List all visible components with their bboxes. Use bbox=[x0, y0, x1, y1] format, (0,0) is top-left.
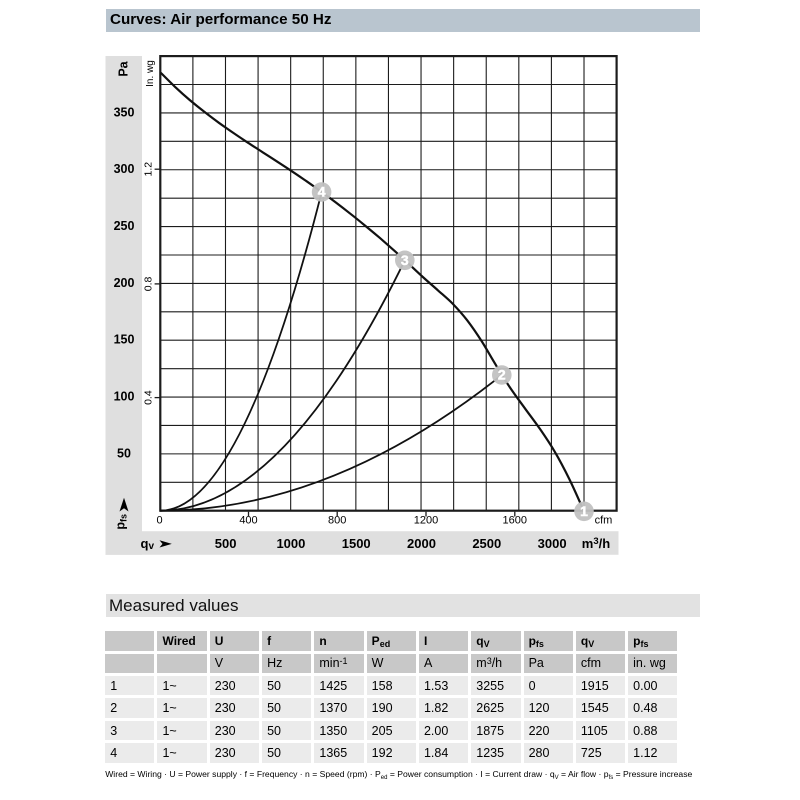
svg-text:150: 150 bbox=[114, 333, 135, 347]
svg-text:1200: 1200 bbox=[414, 514, 438, 526]
svg-text:500: 500 bbox=[215, 536, 237, 551]
svg-text:1500: 1500 bbox=[342, 536, 371, 551]
svg-text:2000: 2000 bbox=[407, 536, 436, 551]
svg-text:3000: 3000 bbox=[538, 536, 567, 551]
svg-text:0.8: 0.8 bbox=[143, 276, 155, 291]
svg-text:1: 1 bbox=[580, 503, 588, 519]
svg-text:350: 350 bbox=[114, 105, 135, 119]
svg-text:1.2: 1.2 bbox=[143, 162, 155, 177]
svg-text:400: 400 bbox=[239, 514, 257, 526]
svg-text:0.4: 0.4 bbox=[143, 390, 155, 405]
svg-text:800: 800 bbox=[328, 514, 346, 526]
svg-text:4: 4 bbox=[318, 184, 326, 200]
svg-text:50: 50 bbox=[117, 446, 131, 460]
svg-text:m3/h: m3/h bbox=[582, 536, 610, 551]
svg-text:3: 3 bbox=[401, 252, 409, 268]
svg-text:300: 300 bbox=[114, 162, 135, 176]
svg-text:1600: 1600 bbox=[503, 514, 527, 526]
svg-text:2500: 2500 bbox=[472, 536, 501, 551]
svg-text:100: 100 bbox=[114, 390, 135, 404]
svg-text:1000: 1000 bbox=[276, 536, 305, 551]
svg-text:200: 200 bbox=[114, 276, 135, 290]
svg-text:250: 250 bbox=[114, 219, 135, 233]
svg-text:In. wg: In. wg bbox=[145, 60, 156, 87]
svg-text:cfm: cfm bbox=[595, 514, 613, 526]
svg-text:0: 0 bbox=[156, 514, 162, 526]
svg-text:Pa: Pa bbox=[117, 60, 131, 76]
svg-text:2: 2 bbox=[498, 367, 506, 383]
